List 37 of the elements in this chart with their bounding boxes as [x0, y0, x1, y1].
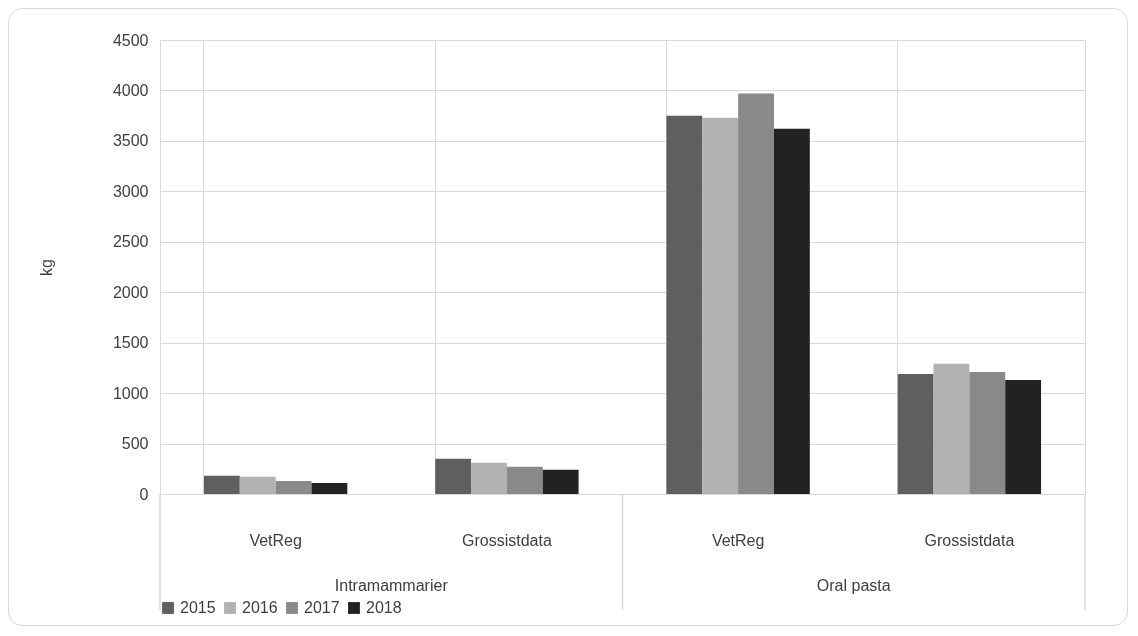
legend-label: 2017: [304, 599, 340, 616]
bar: [1005, 380, 1042, 494]
bar: [933, 363, 970, 494]
text: Oral pasta: [816, 577, 891, 594]
bar: [275, 480, 312, 494]
y-tick-label: 1000: [112, 384, 149, 402]
bar: [239, 476, 276, 494]
y-tick-label: 1500: [112, 334, 149, 352]
y-tick-label: 2000: [112, 283, 149, 301]
x-tick-label: Grossistdata: [461, 531, 552, 549]
bar: [203, 475, 240, 494]
y-tick-label: 4000: [112, 81, 149, 99]
y-tick-label: 3500: [112, 132, 149, 150]
bar: [897, 373, 934, 494]
y-tick-label: 0: [139, 485, 149, 503]
y-tick-label: 3000: [112, 182, 149, 200]
bar: [702, 117, 739, 494]
bar: [738, 93, 774, 494]
y-axis-title: kg: [37, 259, 55, 276]
y-tick-label: 4500: [112, 31, 149, 49]
legend-label: 2016: [242, 599, 278, 616]
x-tick-label: Grossistdata: [924, 531, 1015, 549]
bar: [542, 469, 579, 494]
bar: [435, 458, 472, 494]
bar: [506, 466, 543, 494]
x-tick-label: VetReg: [249, 531, 302, 549]
bar: [969, 371, 1006, 494]
y-tick-label: 2500: [112, 233, 149, 251]
bar: [471, 462, 507, 494]
bar: [666, 115, 703, 494]
x-tick-label: VetReg: [711, 531, 765, 549]
y-tick-label: 500: [121, 435, 149, 453]
legend-label: 2015: [180, 599, 216, 616]
legend-label: 2018: [366, 599, 402, 616]
text: Intramammarier: [334, 577, 449, 594]
bar: [311, 482, 348, 494]
bar: [773, 128, 810, 494]
